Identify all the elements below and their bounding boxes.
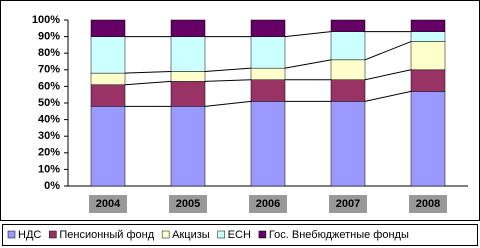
series-line: [124, 80, 172, 86]
y-tick-label: 80%: [38, 47, 60, 59]
bar-segment: [90, 84, 126, 107]
legend-label: НДС: [18, 229, 41, 241]
x-label-box: [169, 195, 207, 213]
bar-segment: [170, 71, 206, 82]
legend-swatch: [161, 230, 170, 239]
x-tick-label: 2008: [416, 198, 440, 210]
legend-label: Гос. Внебюджетные фонды: [269, 229, 409, 241]
series-line: [284, 31, 332, 38]
x-tick-label: 2006: [256, 198, 280, 210]
series-line: [364, 69, 412, 81]
y-tick-label: 40%: [38, 114, 60, 126]
legend-label: Пенсионный фонд: [59, 229, 154, 241]
bar-segment: [410, 19, 446, 32]
y-tick-label: 50%: [38, 97, 60, 109]
bar-segment: [170, 81, 206, 107]
x-label-box: [329, 195, 367, 213]
bar-segment: [330, 101, 366, 187]
series-line: [204, 79, 252, 82]
y-tick-label: 30%: [38, 130, 60, 142]
bar-segment: [410, 69, 446, 92]
bar-segment: [330, 31, 366, 61]
bar-segment: [250, 36, 286, 69]
bar-segment: [250, 67, 286, 81]
bar-segment: [410, 31, 446, 42]
y-tick-label: 70%: [38, 64, 60, 76]
legend-swatch: [49, 230, 57, 239]
bar-segment: [330, 19, 366, 32]
bar-segment: [410, 91, 446, 187]
x-tick-label: 2005: [176, 198, 200, 210]
legend-label: ЕСН: [228, 229, 251, 241]
legend-frame: [2, 224, 478, 246]
y-tick-label: 90%: [38, 31, 60, 43]
bar-segment: [90, 106, 126, 187]
series-line: [284, 59, 332, 69]
bar-segment: [170, 19, 206, 37]
x-tick-label: 2004: [96, 198, 121, 210]
legend-swatch: [7, 230, 16, 239]
bar-segment: [90, 36, 126, 74]
x-label-box: [89, 195, 127, 213]
legend-swatch: [258, 230, 267, 239]
legend-label: Акцизы: [172, 229, 210, 241]
y-tick-label: 20%: [38, 147, 60, 159]
x-tick-label: 2007: [336, 198, 360, 210]
series-line: [364, 90, 412, 102]
x-label-box: [249, 195, 287, 213]
y-tick-label: 10%: [38, 163, 60, 175]
series-line: [204, 100, 252, 107]
bar-segment: [250, 19, 286, 37]
series-line: [364, 41, 412, 61]
bar-segment: [330, 79, 366, 102]
bar-segment: [250, 79, 286, 102]
bar-segment: [90, 72, 126, 85]
bar-segment: [410, 41, 446, 71]
y-tick-label: 60%: [38, 80, 60, 92]
bar-segment: [170, 106, 206, 187]
legend-swatch: [217, 230, 225, 239]
y-tick-label: 0%: [44, 180, 60, 192]
x-label-box: [409, 195, 447, 213]
bar-segment: [170, 36, 206, 72]
y-tick-label: 100%: [32, 14, 60, 26]
series-line: [124, 70, 172, 74]
series-line: [204, 67, 252, 72]
bar-segment: [90, 19, 126, 37]
bar-segment: [330, 59, 366, 81]
chart-frame: [0, 0, 480, 221]
bar-segment: [250, 101, 286, 187]
